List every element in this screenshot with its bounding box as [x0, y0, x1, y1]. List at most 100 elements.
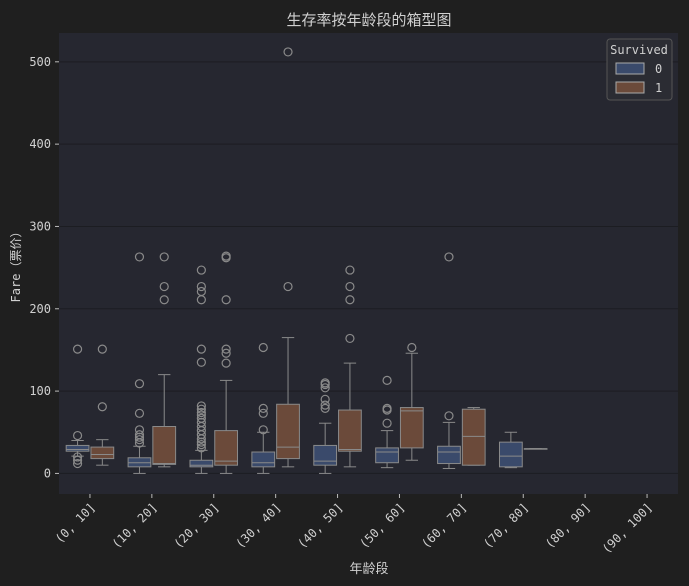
flier-4 [72, 344, 83, 354]
box-iqr [461, 408, 486, 466]
y-tick-label-0: 0 [44, 466, 51, 480]
flier-0 [444, 411, 454, 421]
legend: Survived 0 1 [606, 38, 673, 101]
flier-9 [196, 410, 206, 420]
flier-11 [196, 404, 206, 414]
box-iqr [90, 446, 115, 460]
grid-lines [59, 61, 678, 474]
legend-label-1: 1 [655, 81, 662, 95]
box-s0-c0 [65, 344, 90, 469]
box-iqr [338, 409, 362, 452]
box-s1-c4 [338, 265, 362, 468]
box-s1-c5 [399, 342, 424, 461]
box-s0-c2 [189, 265, 214, 474]
box-s1-c0 [90, 344, 115, 466]
flier-1 [283, 47, 293, 57]
y-tick-label-100: 100 [29, 384, 51, 398]
flier-0 [407, 342, 417, 353]
flier-3 [345, 265, 355, 275]
box-s0-c7 [498, 431, 523, 469]
box-s1-c3 [276, 47, 300, 468]
box-iqr [313, 444, 338, 466]
flier-2 [345, 281, 355, 292]
flier-1 [97, 344, 107, 354]
box-iqr [251, 451, 276, 468]
flier-0 [196, 443, 206, 453]
flier-2 [221, 344, 231, 354]
flier-2 [320, 394, 330, 404]
flier-14 [196, 344, 206, 354]
box-iqr [65, 444, 90, 452]
box-iqr [152, 425, 177, 465]
box-s0-c3 [251, 342, 276, 474]
box-s1-c7 [523, 448, 548, 450]
flier-1 [221, 348, 231, 358]
y-axis-label: Fare（票价） [9, 226, 23, 303]
flier-1 [72, 455, 83, 465]
flier-13 [196, 357, 206, 367]
box-series [65, 47, 548, 474]
chart-title: 生存率按年龄段的箱型图 [286, 11, 451, 29]
flier-0 [258, 425, 268, 435]
y-tick-label-500: 500 [29, 55, 51, 69]
flier-0 [283, 281, 293, 292]
flier-0 [345, 333, 355, 344]
flier-2 [382, 403, 392, 413]
flier-3 [258, 342, 268, 353]
flier-1 [258, 408, 268, 418]
y-tick-label-300: 300 [29, 219, 51, 233]
flier-0 [221, 358, 231, 368]
flier-1 [345, 295, 355, 305]
legend-swatch-1 [615, 81, 645, 94]
flier-3 [221, 295, 231, 305]
box-s1-c6 [461, 407, 486, 466]
box-s0-c5 [375, 375, 399, 469]
flier-2 [72, 452, 83, 462]
box-iqr [189, 459, 214, 468]
box-s0-c1 [127, 252, 152, 474]
flier-5 [221, 251, 231, 261]
box-s0-c4 [313, 378, 338, 474]
flier-5 [320, 378, 330, 388]
flier-3 [134, 430, 145, 440]
box-iqr [214, 430, 239, 466]
flier-1 [196, 440, 206, 450]
box-iqr [399, 407, 424, 449]
flier-0 [72, 458, 83, 469]
flier-3 [72, 430, 83, 441]
box-iqr [276, 403, 300, 460]
flier-16 [196, 286, 206, 297]
flier-17 [196, 281, 206, 292]
flier-18 [196, 265, 206, 275]
box-iqr [498, 441, 523, 468]
flier-2 [258, 403, 268, 413]
box-s1-c1 [152, 252, 177, 468]
box-iqr [437, 445, 461, 465]
y-axis-ticks: 0 100 200 300 400 500 [29, 55, 59, 480]
flier-7 [134, 252, 145, 262]
plot-area [59, 33, 678, 494]
flier-0 [97, 402, 107, 412]
flier-5 [134, 408, 145, 418]
box-iqr [375, 447, 399, 464]
flier-4 [134, 425, 145, 435]
legend-title: Survived [610, 43, 668, 57]
flier-0 [159, 295, 169, 305]
flier-10 [196, 407, 206, 418]
y-tick-label-400: 400 [29, 137, 51, 151]
flier-3 [320, 383, 330, 393]
flier-1 [134, 435, 145, 445]
flier-1 [159, 281, 169, 292]
flier-6 [134, 379, 145, 389]
flier-3 [382, 375, 392, 385]
flier-12 [196, 401, 206, 411]
flier-0 [320, 403, 330, 413]
flier-2 [159, 252, 169, 262]
y-tick-label-200: 200 [29, 302, 51, 316]
box-s1-c2 [214, 251, 239, 474]
flier-1 [444, 252, 454, 262]
legend-swatch-0 [615, 62, 645, 75]
x-axis-label: 年龄段 [349, 562, 388, 577]
flier-1 [320, 400, 330, 410]
